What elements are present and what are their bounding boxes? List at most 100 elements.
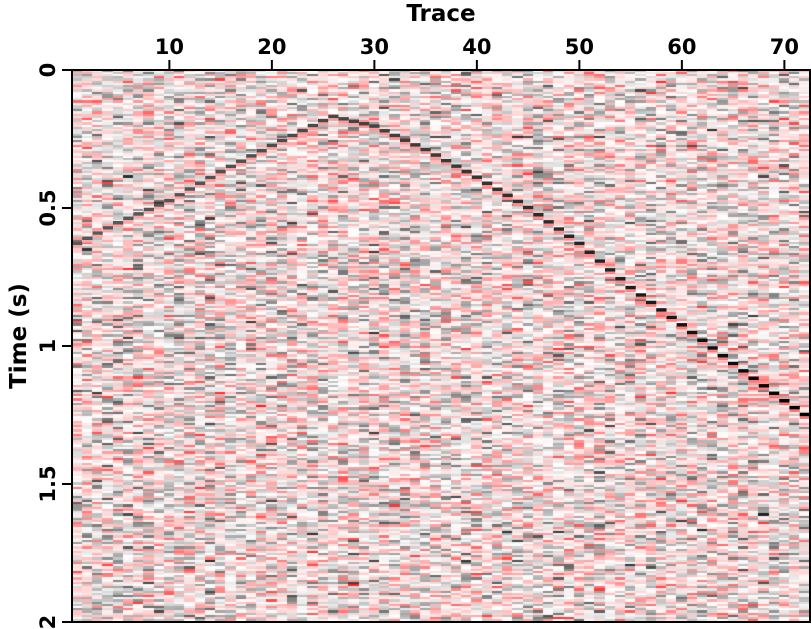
event-sample xyxy=(195,181,206,186)
event-sample xyxy=(707,346,718,350)
event-sample xyxy=(441,158,452,163)
event-sidelobe xyxy=(318,122,329,126)
event-sidelobe xyxy=(246,157,257,161)
x-tick-label: 40 xyxy=(462,35,491,59)
event-sidelobe xyxy=(533,216,544,220)
event-sample xyxy=(799,412,810,417)
event-sample xyxy=(451,164,462,168)
event-sidelobe xyxy=(656,311,667,315)
y-tick-label: 0.5 xyxy=(36,189,60,226)
event-sidelobe xyxy=(225,168,236,171)
event-sample xyxy=(635,293,646,297)
event-sidelobe xyxy=(215,173,226,177)
event-sidelobe xyxy=(666,319,677,322)
event-sidelobe xyxy=(748,380,759,383)
event-sample xyxy=(400,138,411,142)
event-sidelobe xyxy=(574,245,585,248)
x-axis: 10 20 30 40 50 60 70 xyxy=(155,35,799,70)
event-sample xyxy=(646,300,657,305)
event-sample xyxy=(543,220,554,224)
event-sample xyxy=(748,376,759,381)
event-sidelobe xyxy=(492,191,503,194)
event-sample xyxy=(461,169,472,174)
x-tick-label: 70 xyxy=(770,35,799,59)
event-sidelobe xyxy=(717,357,728,361)
event-sample xyxy=(594,259,605,263)
event-sidelobe xyxy=(359,125,370,129)
x-axis-title: Trace xyxy=(406,1,475,27)
event-sample xyxy=(512,199,523,204)
event-sample xyxy=(164,198,175,203)
event-sample xyxy=(666,315,677,320)
event-sample xyxy=(123,216,134,221)
event-sample xyxy=(687,330,698,335)
event-sample xyxy=(92,231,103,235)
event-sample xyxy=(113,220,124,225)
event-sample xyxy=(420,147,431,152)
event-sample xyxy=(676,323,687,327)
event-sidelobe xyxy=(410,146,421,150)
event-sidelobe xyxy=(195,185,206,188)
event-sample xyxy=(379,129,390,133)
event-sample xyxy=(102,226,113,230)
event-sidelobe xyxy=(102,229,113,233)
event-sample xyxy=(779,398,790,403)
event-sidelobe xyxy=(605,271,616,275)
event-sidelobe xyxy=(379,132,390,136)
event-sample xyxy=(215,169,226,174)
event-sidelobe xyxy=(512,203,523,206)
event-sample xyxy=(625,285,636,290)
event-sidelobe xyxy=(205,179,216,182)
event-sample xyxy=(717,354,728,358)
event-sample xyxy=(256,148,267,153)
event-sample xyxy=(615,277,626,281)
event-sidelobe xyxy=(338,120,349,124)
event-sample xyxy=(738,369,749,373)
event-sidelobe xyxy=(297,132,308,135)
event-sample xyxy=(728,361,739,366)
event-sample xyxy=(410,143,421,147)
event-sample xyxy=(133,212,144,216)
event-sample xyxy=(236,159,247,163)
diffraction-event xyxy=(72,114,810,419)
noise-background xyxy=(72,70,810,622)
event-sidelobe xyxy=(451,167,462,171)
event-sidelobe xyxy=(625,289,636,293)
event-sidelobe xyxy=(389,137,400,140)
event-sample xyxy=(307,123,318,128)
event-sample xyxy=(502,193,513,198)
event-sample xyxy=(471,175,482,179)
event-sidelobe xyxy=(348,123,359,126)
y-tick-label: 2 xyxy=(36,615,60,629)
x-tick-label: 30 xyxy=(360,35,389,59)
x-tick-label: 20 xyxy=(257,35,286,59)
event-sidelobe xyxy=(441,162,452,166)
event-sample xyxy=(553,227,564,231)
event-sample xyxy=(72,241,83,246)
event-sidelobe xyxy=(779,402,790,406)
event-sample xyxy=(430,153,441,157)
event-sidelobe xyxy=(646,304,657,307)
event-sample xyxy=(143,207,154,212)
event-sample xyxy=(369,124,380,128)
event-sidelobe xyxy=(502,197,513,200)
event-sample xyxy=(482,181,493,186)
y-axis-title: Time (s) xyxy=(6,283,32,389)
event-sidelobe xyxy=(72,245,83,248)
event-sidelobe xyxy=(738,372,749,376)
event-sample xyxy=(205,175,216,180)
event-sample xyxy=(297,128,308,133)
x-tick-label: 50 xyxy=(565,35,594,59)
y-axis: 0 0.5 1 1.5 2 xyxy=(36,63,72,629)
event-sidelobe xyxy=(400,141,411,145)
event-sidelobe xyxy=(728,365,739,368)
event-sample xyxy=(758,384,769,388)
event-sidelobe xyxy=(615,280,626,284)
event-sidelobe xyxy=(143,211,154,214)
event-sidelobe xyxy=(471,178,482,182)
event-sidelobe xyxy=(553,230,564,234)
event-sample xyxy=(359,121,370,126)
amplitude-image xyxy=(72,70,810,622)
event-sample xyxy=(523,205,534,210)
